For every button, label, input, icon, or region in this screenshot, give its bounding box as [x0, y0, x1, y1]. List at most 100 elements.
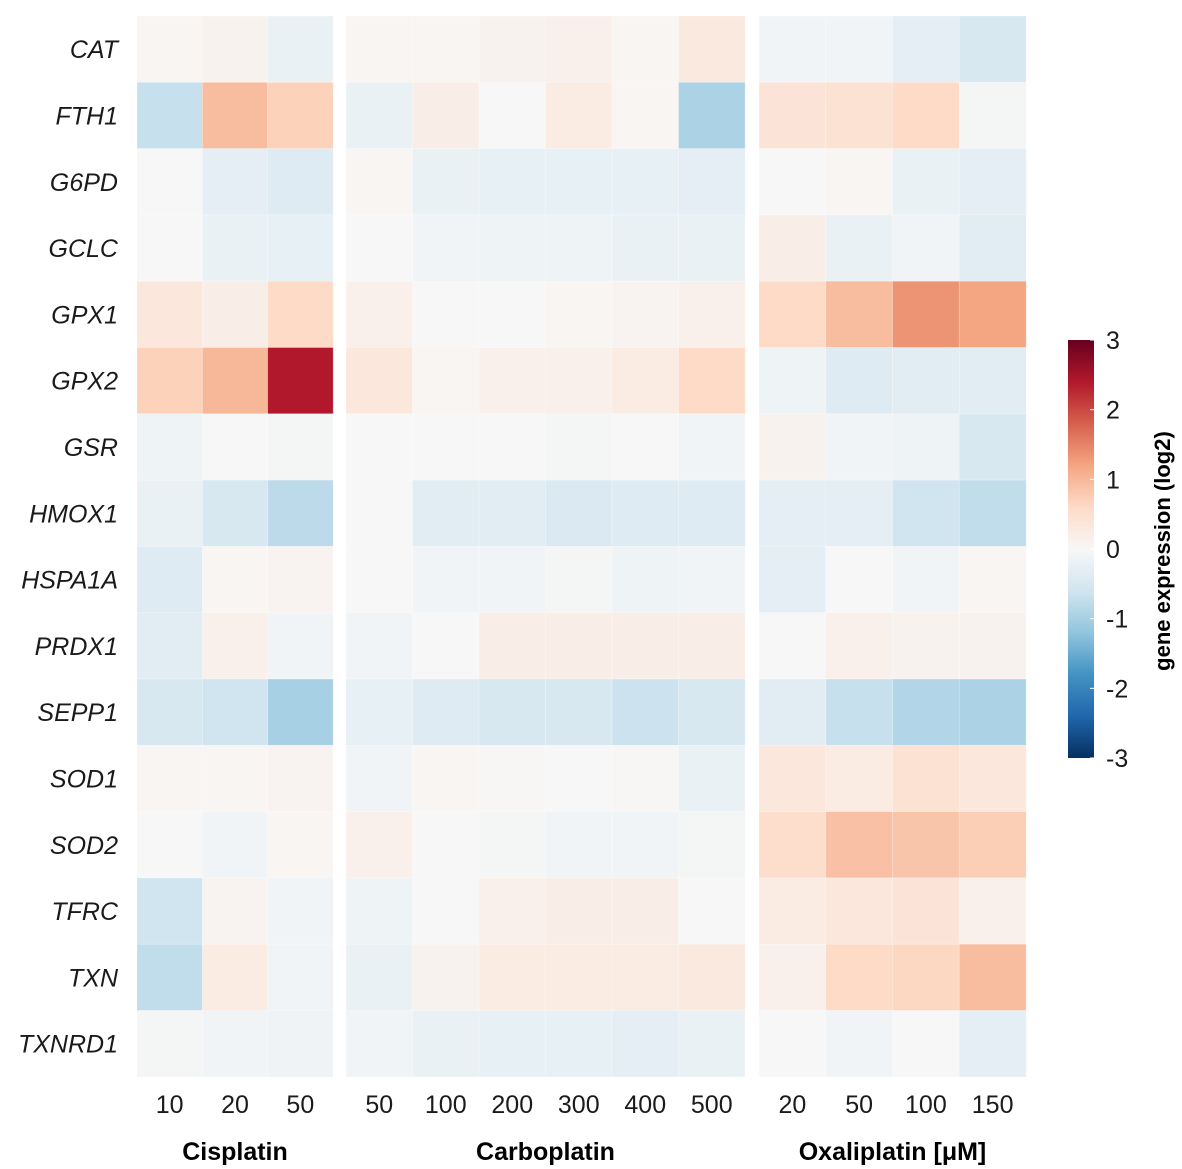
heatmap-cell: [478, 280, 547, 349]
heatmap-cell: [412, 347, 480, 415]
heatmap-cell: [825, 1010, 894, 1078]
column-tick-label: 200: [491, 1091, 533, 1119]
heatmap-cell: [545, 612, 613, 680]
panel-title: Carboplatin: [476, 1138, 615, 1166]
heatmap-cell: [267, 479, 334, 548]
heatmap-cell: [958, 811, 1027, 879]
heatmap-cell: [136, 214, 203, 282]
colorbar: [1068, 340, 1094, 758]
heatmap-cell: [958, 347, 1027, 415]
column-tick-label: 20: [778, 1091, 806, 1119]
heatmap-cell: [412, 280, 480, 349]
heatmap-cell: [678, 347, 746, 415]
heatmap-cell: [825, 148, 894, 216]
heatmap-cell: [478, 678, 547, 746]
row-label-hmox1: HMOX1: [29, 500, 118, 528]
heatmap-cell: [201, 877, 269, 945]
column-tick-label: 20: [221, 1091, 249, 1119]
heatmap-cell: [825, 943, 894, 1012]
heatmap-cell: [201, 148, 269, 216]
heatmap-cell: [201, 479, 269, 548]
heatmap-cell: [136, 347, 203, 415]
heatmap-cell: [201, 347, 269, 415]
heatmap-cell: [825, 612, 894, 680]
heatmap-cell: [545, 479, 613, 548]
column-tick-label: 100: [425, 1091, 467, 1119]
heatmap-cell: [201, 81, 269, 150]
heatmap-cell: [136, 81, 203, 150]
row-label-gpx2: GPX2: [51, 368, 118, 396]
heatmap-cell: [825, 347, 894, 415]
heatmap-cell: [412, 1010, 480, 1078]
heatmap-cell: [478, 214, 547, 282]
heatmap-cell: [611, 546, 680, 614]
heatmap-cell: [825, 678, 894, 746]
heatmap-cell: [412, 81, 480, 150]
heatmap-cell: [611, 214, 680, 282]
colorbar-legend: 3 2 1 0 -1 -2 -3 gene expression (log2): [1068, 327, 1175, 773]
heatmap-cell: [412, 612, 480, 680]
heatmap-cell: [892, 280, 960, 349]
column-tick-label: 50: [286, 1091, 314, 1119]
heatmap-cell: [267, 744, 334, 813]
heatmap-cell: [958, 678, 1027, 746]
heatmap-cell: [136, 744, 203, 813]
column-tick-label: 50: [365, 1091, 393, 1119]
heatmap-cell: [267, 81, 334, 150]
heatmap-cell: [345, 81, 414, 150]
heatmap-cell: [412, 479, 480, 548]
heatmap-cell: [611, 678, 680, 746]
heatmap-cell: [678, 81, 746, 150]
heatmap-cell: [267, 877, 334, 945]
heatmap-cell: [412, 811, 480, 879]
heatmap-cell: [478, 1010, 547, 1078]
heatmap-cell: [136, 15, 203, 83]
panel-1: 50 100 200 300 400 500 Carboplatin: [345, 15, 746, 1166]
heatmap-cell: [758, 214, 827, 282]
heatmap-cell: [545, 546, 613, 614]
heatmap-cell: [267, 943, 334, 1012]
panel-2: 20 50 100 150 Oxaliplatin [μM]: [758, 15, 1027, 1166]
heatmap-cell: [545, 1010, 613, 1078]
heatmap-cell: [678, 1010, 746, 1078]
heatmap-cell: [136, 148, 203, 216]
heatmap-cell: [545, 280, 613, 349]
heatmap-cell: [136, 479, 203, 548]
heatmap-cell: [958, 877, 1027, 945]
heatmap-cell: [892, 347, 960, 415]
heatmap-cell: [345, 280, 414, 349]
heatmap-cell: [478, 479, 547, 548]
heatmap-cell: [136, 280, 203, 349]
heatmap-cell: [136, 1010, 203, 1078]
heatmap-cell: [892, 15, 960, 83]
heatmap-cell: [345, 678, 414, 746]
heatmap-cell: [267, 214, 334, 282]
heatmap-cell: [267, 15, 334, 83]
heatmap-cell: [136, 546, 203, 614]
heatmap-cell: [758, 81, 827, 150]
heatmap-cell: [201, 15, 269, 83]
heatmap-cell: [201, 744, 269, 813]
column-tick-label: 500: [691, 1091, 733, 1119]
heatmap-cell: [825, 877, 894, 945]
colorbar-tick-label: 1: [1106, 466, 1120, 494]
colorbar-tick-label: 0: [1106, 536, 1120, 564]
heatmap-cell: [412, 148, 480, 216]
heatmap-cell: [267, 347, 334, 415]
heatmap-cell: [758, 546, 827, 614]
heatmap-cell: [825, 811, 894, 879]
heatmap-cell: [478, 744, 547, 813]
heatmap-cell: [611, 15, 680, 83]
colorbar-tick-label: 2: [1106, 397, 1120, 425]
heatmap-cell: [611, 347, 680, 415]
heatmap-cell: [136, 811, 203, 879]
row-label-hspa1a: HSPA1A: [21, 567, 118, 595]
heatmap-cell: [758, 15, 827, 83]
colorbar-tick-label: -2: [1106, 675, 1128, 703]
colorbar-title: gene expression (log2): [1150, 431, 1175, 671]
heatmap-cell: [678, 413, 746, 481]
heatmap-cell: [611, 943, 680, 1012]
heatmap-cell: [345, 811, 414, 879]
heatmap-cell: [412, 744, 480, 813]
heatmap-cell: [758, 943, 827, 1012]
